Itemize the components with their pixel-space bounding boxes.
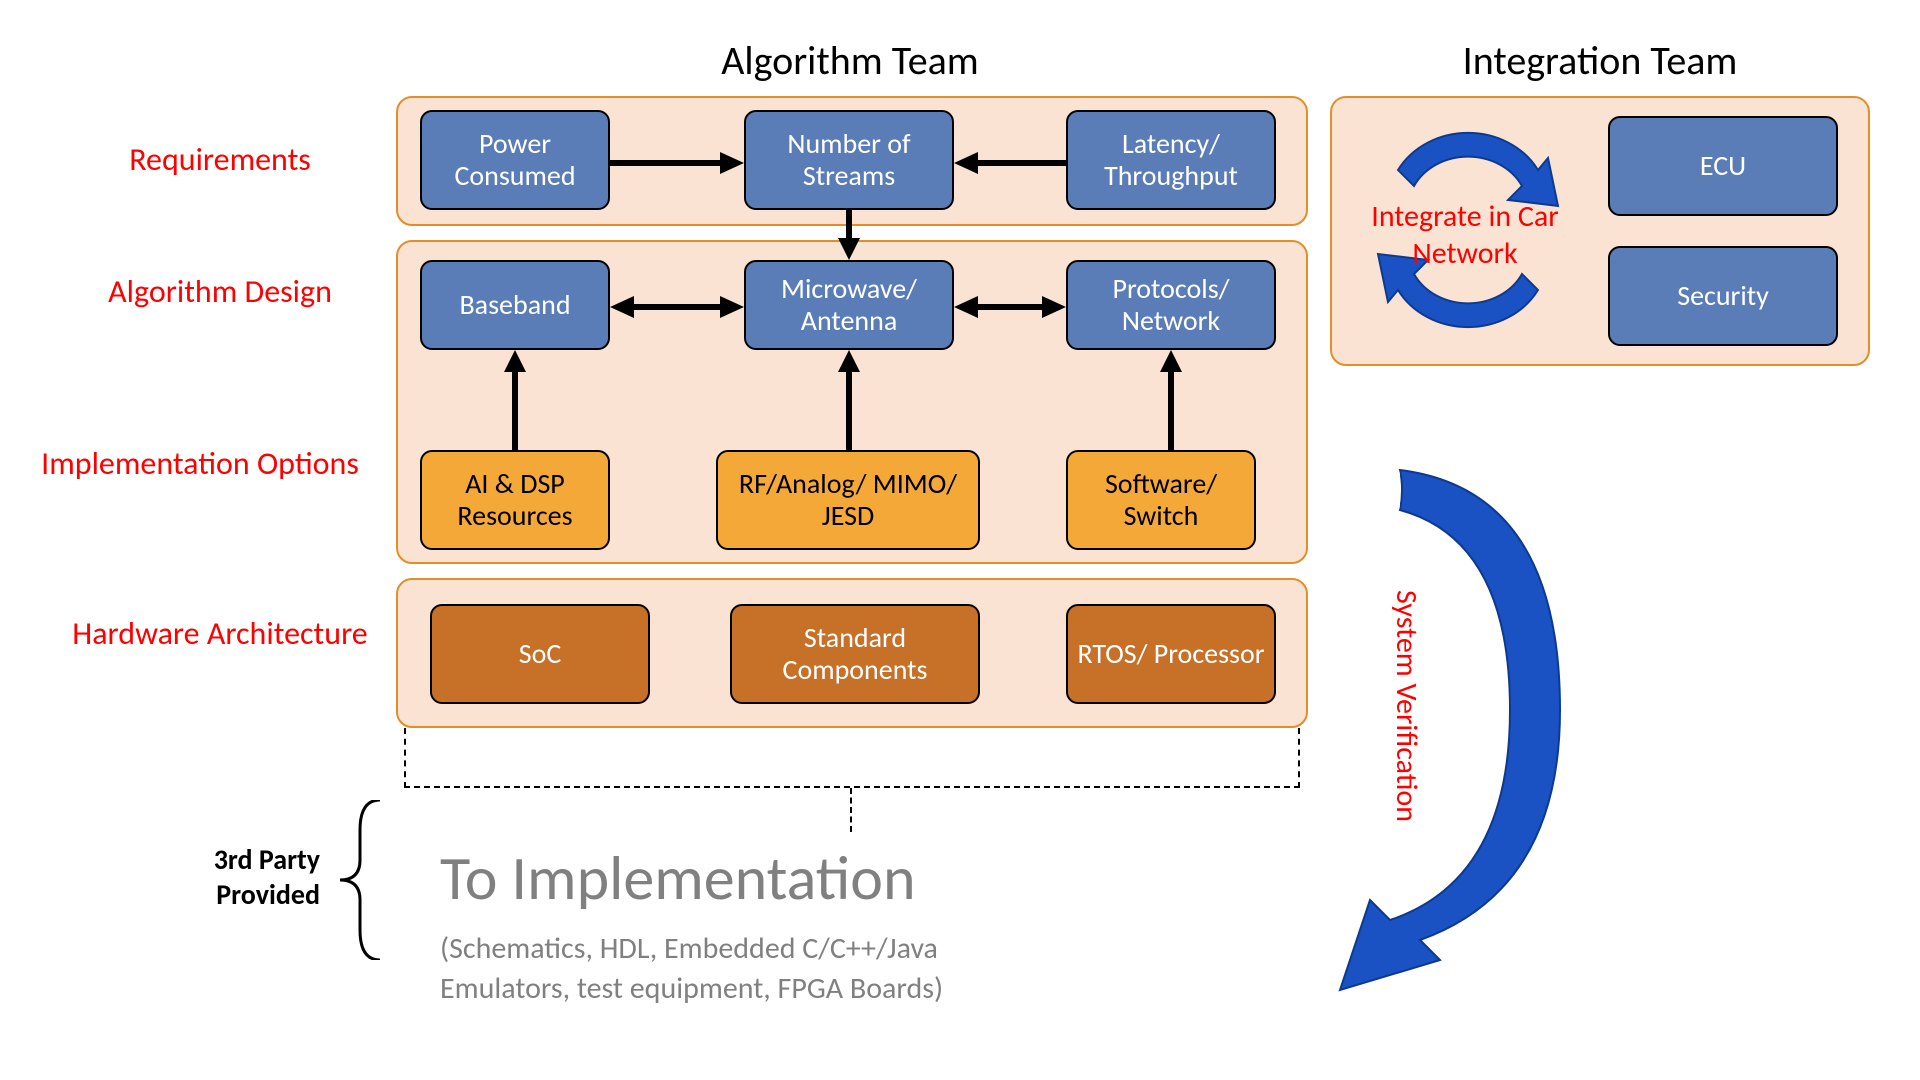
implementation-title: To Implementation bbox=[440, 840, 916, 916]
label-third-party: 3rd Party Provided bbox=[120, 842, 320, 912]
brace-icon bbox=[330, 800, 390, 960]
box-soc: SoC bbox=[430, 604, 650, 704]
system-verification-arrow bbox=[1280, 450, 1600, 1010]
box-baseband: Baseband bbox=[420, 260, 610, 350]
label-implementation-options: Implementation Options bbox=[30, 444, 370, 483]
label-requirements: Requirements bbox=[70, 140, 370, 179]
box-microwave-antenna: Microwave/ Antenna bbox=[744, 260, 954, 350]
label-algorithm-design: Algorithm Design bbox=[70, 272, 370, 311]
label-integrate-car-network: Integrate in Car Network bbox=[1360, 198, 1570, 272]
box-rtos-processor: RTOS/ Processor bbox=[1066, 604, 1276, 704]
arrow-ai-to-baseband bbox=[500, 350, 530, 450]
arrow-rf-to-microwave bbox=[834, 350, 864, 450]
box-power-consumed: Power Consumed bbox=[420, 110, 610, 210]
box-standard-components: Standard Components bbox=[730, 604, 980, 704]
header-integration-team: Integration Team bbox=[1400, 36, 1800, 85]
arrow-power-to-streams bbox=[610, 148, 744, 178]
dashed-stem bbox=[850, 788, 852, 832]
label-system-verification: System Verification bbox=[1388, 590, 1425, 822]
box-protocols-network: Protocols/ Network bbox=[1066, 260, 1276, 350]
box-ai-dsp: AI & DSP Resources bbox=[420, 450, 610, 550]
box-rf-analog: RF/Analog/ MIMO/ JESD bbox=[716, 450, 980, 550]
arrow-streams-to-microwave bbox=[834, 210, 864, 260]
label-hardware-architecture: Hardware Architecture bbox=[70, 614, 370, 653]
implementation-line1: (Schematics, HDL, Embedded C/C++/Java bbox=[440, 930, 938, 967]
header-algorithm-team: Algorithm Team bbox=[600, 36, 1100, 85]
arrow-baseband-microwave bbox=[610, 292, 744, 322]
dashed-bracket bbox=[404, 728, 1300, 788]
box-number-of-streams: Number of Streams bbox=[744, 110, 954, 210]
implementation-line2: Emulators, test equipment, FPGA Boards) bbox=[440, 970, 943, 1007]
box-security: Security bbox=[1608, 246, 1838, 346]
arrow-microwave-protocols bbox=[954, 292, 1066, 322]
box-software-switch: Software/ Switch bbox=[1066, 450, 1256, 550]
arrow-software-to-protocols bbox=[1156, 350, 1186, 450]
arrow-latency-to-streams bbox=[954, 148, 1066, 178]
box-ecu: ECU bbox=[1608, 116, 1838, 216]
box-latency-throughput: Latency/ Throughput bbox=[1066, 110, 1276, 210]
